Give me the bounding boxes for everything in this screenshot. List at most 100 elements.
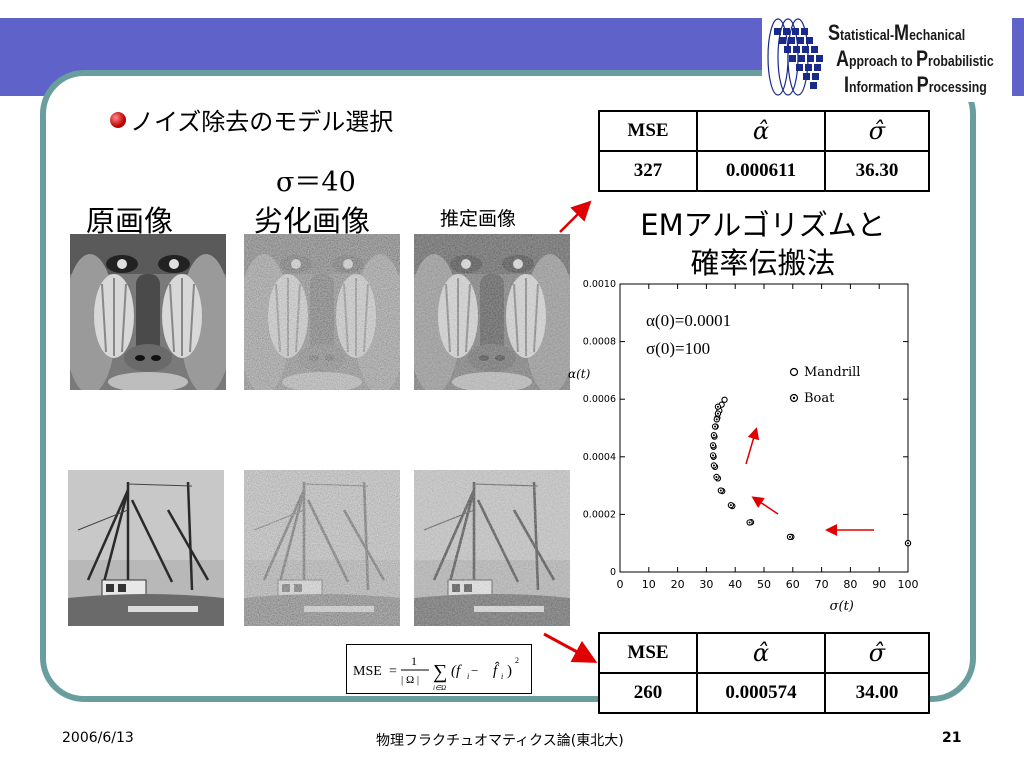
results-table-bottom: MSE α̂ σ̂ 260 0.000574 34.00 [598,632,930,714]
x-tick-label: 20 [671,578,685,591]
legend-label-mandrill: Mandrill [804,365,860,380]
arrow-to-bottom-table-icon [543,632,598,663]
sigma-label: σ＝40 [276,167,356,198]
x-tick-label: 40 [728,578,742,591]
data-point-dot-boat [719,489,722,492]
mse-formula: MSE = 1 | Ω | ∑ i∈Ω (f i − f̂ i ) 2 [346,644,532,694]
header-mse: MSE [598,110,698,152]
data-point-dot-boat [712,434,715,437]
smapip-logo: Statistical-Mechanical Approach to Proba… [762,10,1012,102]
mse-formula-graphic: MSE = 1 | Ω | ∑ i∈Ω (f i − f̂ i ) 2 [353,654,519,692]
label-estimated: 推定画像 [440,208,517,230]
y-tick-label: 0.0010 [583,279,616,290]
data-point-mandrill [721,396,728,403]
formula-fhat-i: i [501,672,503,681]
title-box: ノイズ除去のモデル選択 [96,82,440,152]
photo-mandrill-degraded [244,234,400,390]
footer-date: 2006/6/13 [62,730,134,746]
arrow-to-top-table-icon [559,200,592,233]
data-point-dot-boat [729,504,732,507]
y-tick-label: 0 [610,567,616,578]
header-alpha-hat: α̂ [696,632,826,674]
data-point-dot-boat [712,444,715,447]
x-tick-label: 10 [642,578,656,591]
photo-boat-degraded [244,470,400,626]
bullet-icon [110,112,126,128]
photo-boat-estimated [414,470,570,626]
y-tick-label: 0.0006 [583,394,616,405]
x-tick-label: 90 [872,578,886,591]
label-original: 原画像 [86,204,174,238]
photo-boat-original [68,470,224,626]
formula-num: 1 [411,654,417,668]
cell-alpha: 0.000574 [696,672,826,714]
formula-close: ) [507,663,512,679]
y-tick-label: 0.0002 [583,509,616,520]
data-point-dot-boat [716,405,719,408]
data-point-dot-boat [788,535,791,538]
cell-mse: 327 [598,150,698,192]
plot-area [619,283,909,573]
data-point-dot-boat [712,464,715,467]
data-point-dot-boat [714,425,717,428]
data-point-dot-boat [748,521,751,524]
label-degraded: 劣化画像 [254,204,371,238]
x-tick-label: 30 [699,578,713,591]
cell-alpha: 0.000611 [696,150,826,192]
legend-label-boat: Boat [804,391,835,406]
x-tick-label: 70 [815,578,829,591]
formula-lhs: MSE [353,664,382,679]
data-point-dot-boat [716,412,719,415]
formula-body-i: i [467,672,469,681]
x-tick-label: 100 [898,578,919,591]
formula-den: | Ω | [401,674,419,686]
legend-marker-boat-dot [792,396,796,400]
formula-sub: i∈Ω [433,684,446,692]
x-tick-label: 60 [786,578,800,591]
x-tick-label: 50 [757,578,771,591]
logo-line-2: Approach to Probabilistic [836,46,994,71]
cell-mse: 260 [598,672,698,714]
em-title-line-1: EMアルゴリズムと [640,208,886,242]
formula-minus: − [471,663,478,678]
data-point-dot-boat [715,418,718,421]
y-tick-label: 0.0004 [583,452,616,463]
em-title-line-2: 確率伝搬法 [690,246,836,280]
x-axis-label: σ(t) [830,599,854,614]
header-mse: MSE [598,632,698,674]
formula-eq: = [389,664,397,679]
photo-mandrill-estimated [414,234,570,390]
init-sigma-annotation: σ(0)=100 [646,339,710,358]
formula-fhat: f̂ [493,662,500,679]
legend-marker-mandrill [789,367,799,377]
x-tick-label: 0 [617,578,624,591]
results-table-top: MSE α̂ σ̂ 327 0.000611 36.30 [598,110,930,192]
data-point-dot-boat [907,542,909,545]
trend-arrow-2-icon [751,496,779,515]
y-tick-label: 0.0008 [583,337,616,348]
slide-title: ノイズ除去のモデル選択 [130,108,394,136]
formula-sum: ∑ [433,661,447,683]
header-sigma-hat: σ̂ [824,110,930,152]
data-point-dot-boat [712,454,715,457]
page-number: 21 [942,730,962,746]
header-alpha-hat: α̂ [696,110,826,152]
photo-mandrill-original [70,234,226,390]
logo-line-1: Statistical-Mechanical [828,20,966,45]
convergence-chart: 0 10 20 30 40 50 60 70 80 90 100 0 0.0002 0.0004 0.000… [568,279,919,614]
formula-body: (f [451,663,462,679]
x-tick-label: 80 [843,578,857,591]
footer-course: 物理フラクチュオマティクス論(東北大) [376,733,624,749]
logo-emblem-icon [767,18,823,96]
init-alpha-annotation: α(0)=0.0001 [646,311,731,330]
logo-line-3: Information Processing [844,72,987,97]
header-sigma-hat: σ̂ [824,632,930,674]
cell-sigma: 34.00 [824,672,930,714]
trend-arrow-1-icon [745,427,760,465]
cell-sigma: 36.30 [824,150,930,192]
data-point-dot-boat [715,475,718,478]
formula-sq: 2 [515,656,519,665]
em-bp-title: EMアルゴリズムと 確率伝搬法 [618,206,908,282]
y-axis-label: α(t) [568,367,591,381]
